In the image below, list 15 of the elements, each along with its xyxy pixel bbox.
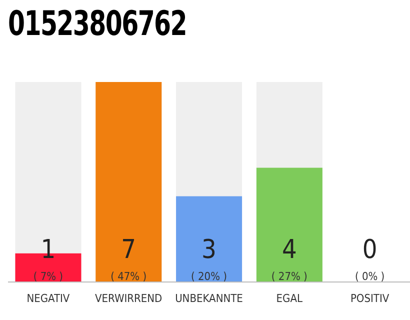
- x-tick-label: EGAL: [276, 292, 303, 305]
- annotation: ( 47% ): [110, 270, 147, 283]
- annotation: ( 20% ): [190, 270, 228, 283]
- annotation: ( 0% ): [354, 270, 385, 283]
- data-label: 0: [362, 235, 378, 265]
- x-tick-label: VERWIRREND: [95, 292, 163, 305]
- x-tick-label: UNBEKANNTE: [175, 292, 243, 305]
- data-label: 4: [282, 235, 297, 265]
- x-tick-label: POSITIV: [350, 292, 390, 305]
- chart-title: 01523806762: [8, 3, 188, 46]
- data-label: 3: [202, 235, 216, 265]
- x-tick-label: NEGATIV: [26, 292, 70, 305]
- annotation: ( 27% ): [271, 270, 308, 283]
- data-label: 7: [121, 235, 136, 265]
- annotation: ( 7% ): [33, 270, 64, 283]
